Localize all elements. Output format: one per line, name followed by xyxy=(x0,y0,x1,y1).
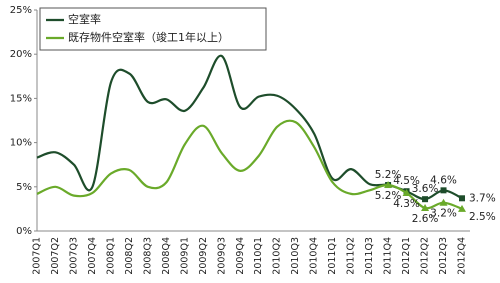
x-tick-label: 2009Q4 xyxy=(235,237,246,275)
data-label: 2.5% xyxy=(469,211,496,223)
data-label: 5.2% xyxy=(375,169,402,181)
x-tick-label: 2007Q1 xyxy=(32,237,43,275)
x-tick-label: 2009Q1 xyxy=(179,237,190,275)
x-tick-label: 2012Q1 xyxy=(401,237,412,275)
data-label: 5.2% xyxy=(375,190,402,202)
x-tick-label: 2007Q4 xyxy=(87,237,98,275)
y-tick-label: 5% xyxy=(16,182,32,193)
legend-label: 空室率 xyxy=(68,12,101,26)
y-tick-label: 10% xyxy=(10,138,32,149)
x-tick-label: 2009Q2 xyxy=(198,237,209,275)
x-tick-label: 2008Q4 xyxy=(161,237,172,275)
y-tick-label: 0% xyxy=(16,226,32,237)
y-tick-label: 15% xyxy=(10,93,32,104)
x-tick-label: 2008Q2 xyxy=(124,237,135,275)
x-tick-label: 2010Q3 xyxy=(290,237,301,275)
x-tick-label: 2007Q2 xyxy=(50,237,61,275)
data-label: 4.3% xyxy=(393,198,420,210)
x-tick-label: 2008Q3 xyxy=(142,237,153,275)
data-label: 4.5% xyxy=(393,175,420,187)
x-tick-label: 2012Q2 xyxy=(420,237,431,275)
x-tick-label: 2011Q3 xyxy=(364,237,375,275)
point-marker xyxy=(459,195,465,202)
x-tick-label: 2009Q3 xyxy=(216,237,227,275)
legend-box xyxy=(39,7,267,51)
x-tick-label: 2012Q3 xyxy=(438,237,449,275)
x-tick-label: 2010Q1 xyxy=(253,237,264,275)
point-marker xyxy=(422,196,429,203)
x-tick-label: 2010Q4 xyxy=(309,237,320,275)
point-marker xyxy=(439,198,448,206)
x-tick-label: 2008Q1 xyxy=(105,237,116,275)
data-label: 3.7% xyxy=(469,192,496,204)
y-tick-label: 20% xyxy=(10,49,32,60)
data-label: 2.6% xyxy=(412,213,439,225)
x-tick-label: 2011Q4 xyxy=(383,237,394,275)
point-marker xyxy=(458,204,466,212)
x-tick-label: 2011Q2 xyxy=(346,237,357,275)
y-tick-label: 25% xyxy=(10,5,32,16)
point-marker xyxy=(421,204,430,212)
legend-label: 既存物件空室率（竣工1年以上） xyxy=(68,30,229,44)
data-label: 4.6% xyxy=(430,174,457,186)
point-marker xyxy=(402,188,411,196)
x-tick-label: 2010Q2 xyxy=(272,237,283,275)
x-tick-label: 2007Q3 xyxy=(68,237,79,275)
data-label: 3.6% xyxy=(412,183,439,195)
data-label: 3.2% xyxy=(430,208,457,220)
x-tick-label: 2011Q1 xyxy=(327,237,338,275)
point-marker xyxy=(384,181,393,189)
x-tick-label: 2012Q4 xyxy=(457,237,468,275)
point-marker xyxy=(440,187,447,194)
